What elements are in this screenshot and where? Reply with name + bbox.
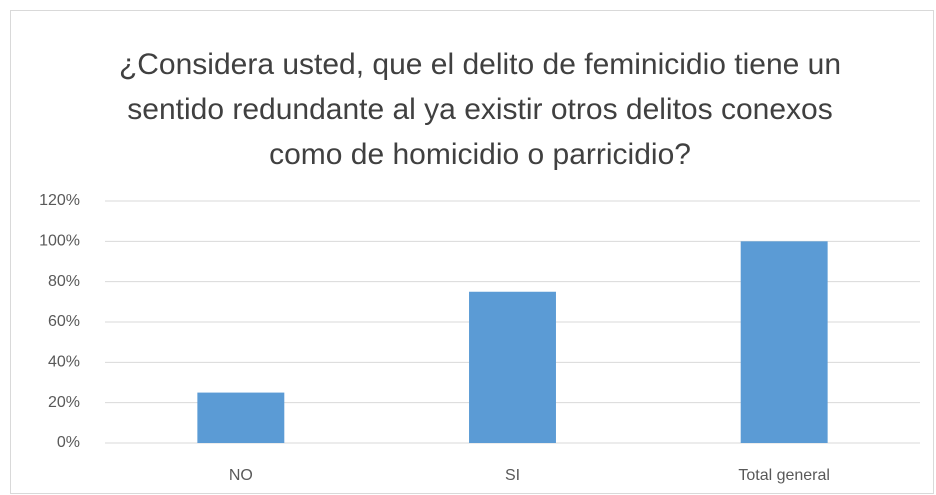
y-tick-label: 0% [57,434,80,451]
y-tick-label: 80% [48,273,80,290]
chart-title: ¿Considera usted, que el delito de femin… [118,48,842,171]
bar [469,291,556,443]
bar [197,392,285,443]
x-tick-label: Total general [738,467,830,484]
x-tick-label: NO [229,467,253,484]
y-tick-label: 120% [39,192,80,209]
chart-frame [10,10,934,494]
bar [740,241,828,443]
y-tick-label: 100% [39,233,80,250]
y-tick-label: 60% [48,313,80,330]
y-tick-label: 20% [48,394,80,411]
x-tick-label: SI [505,467,520,484]
y-tick-label: 40% [48,354,80,371]
